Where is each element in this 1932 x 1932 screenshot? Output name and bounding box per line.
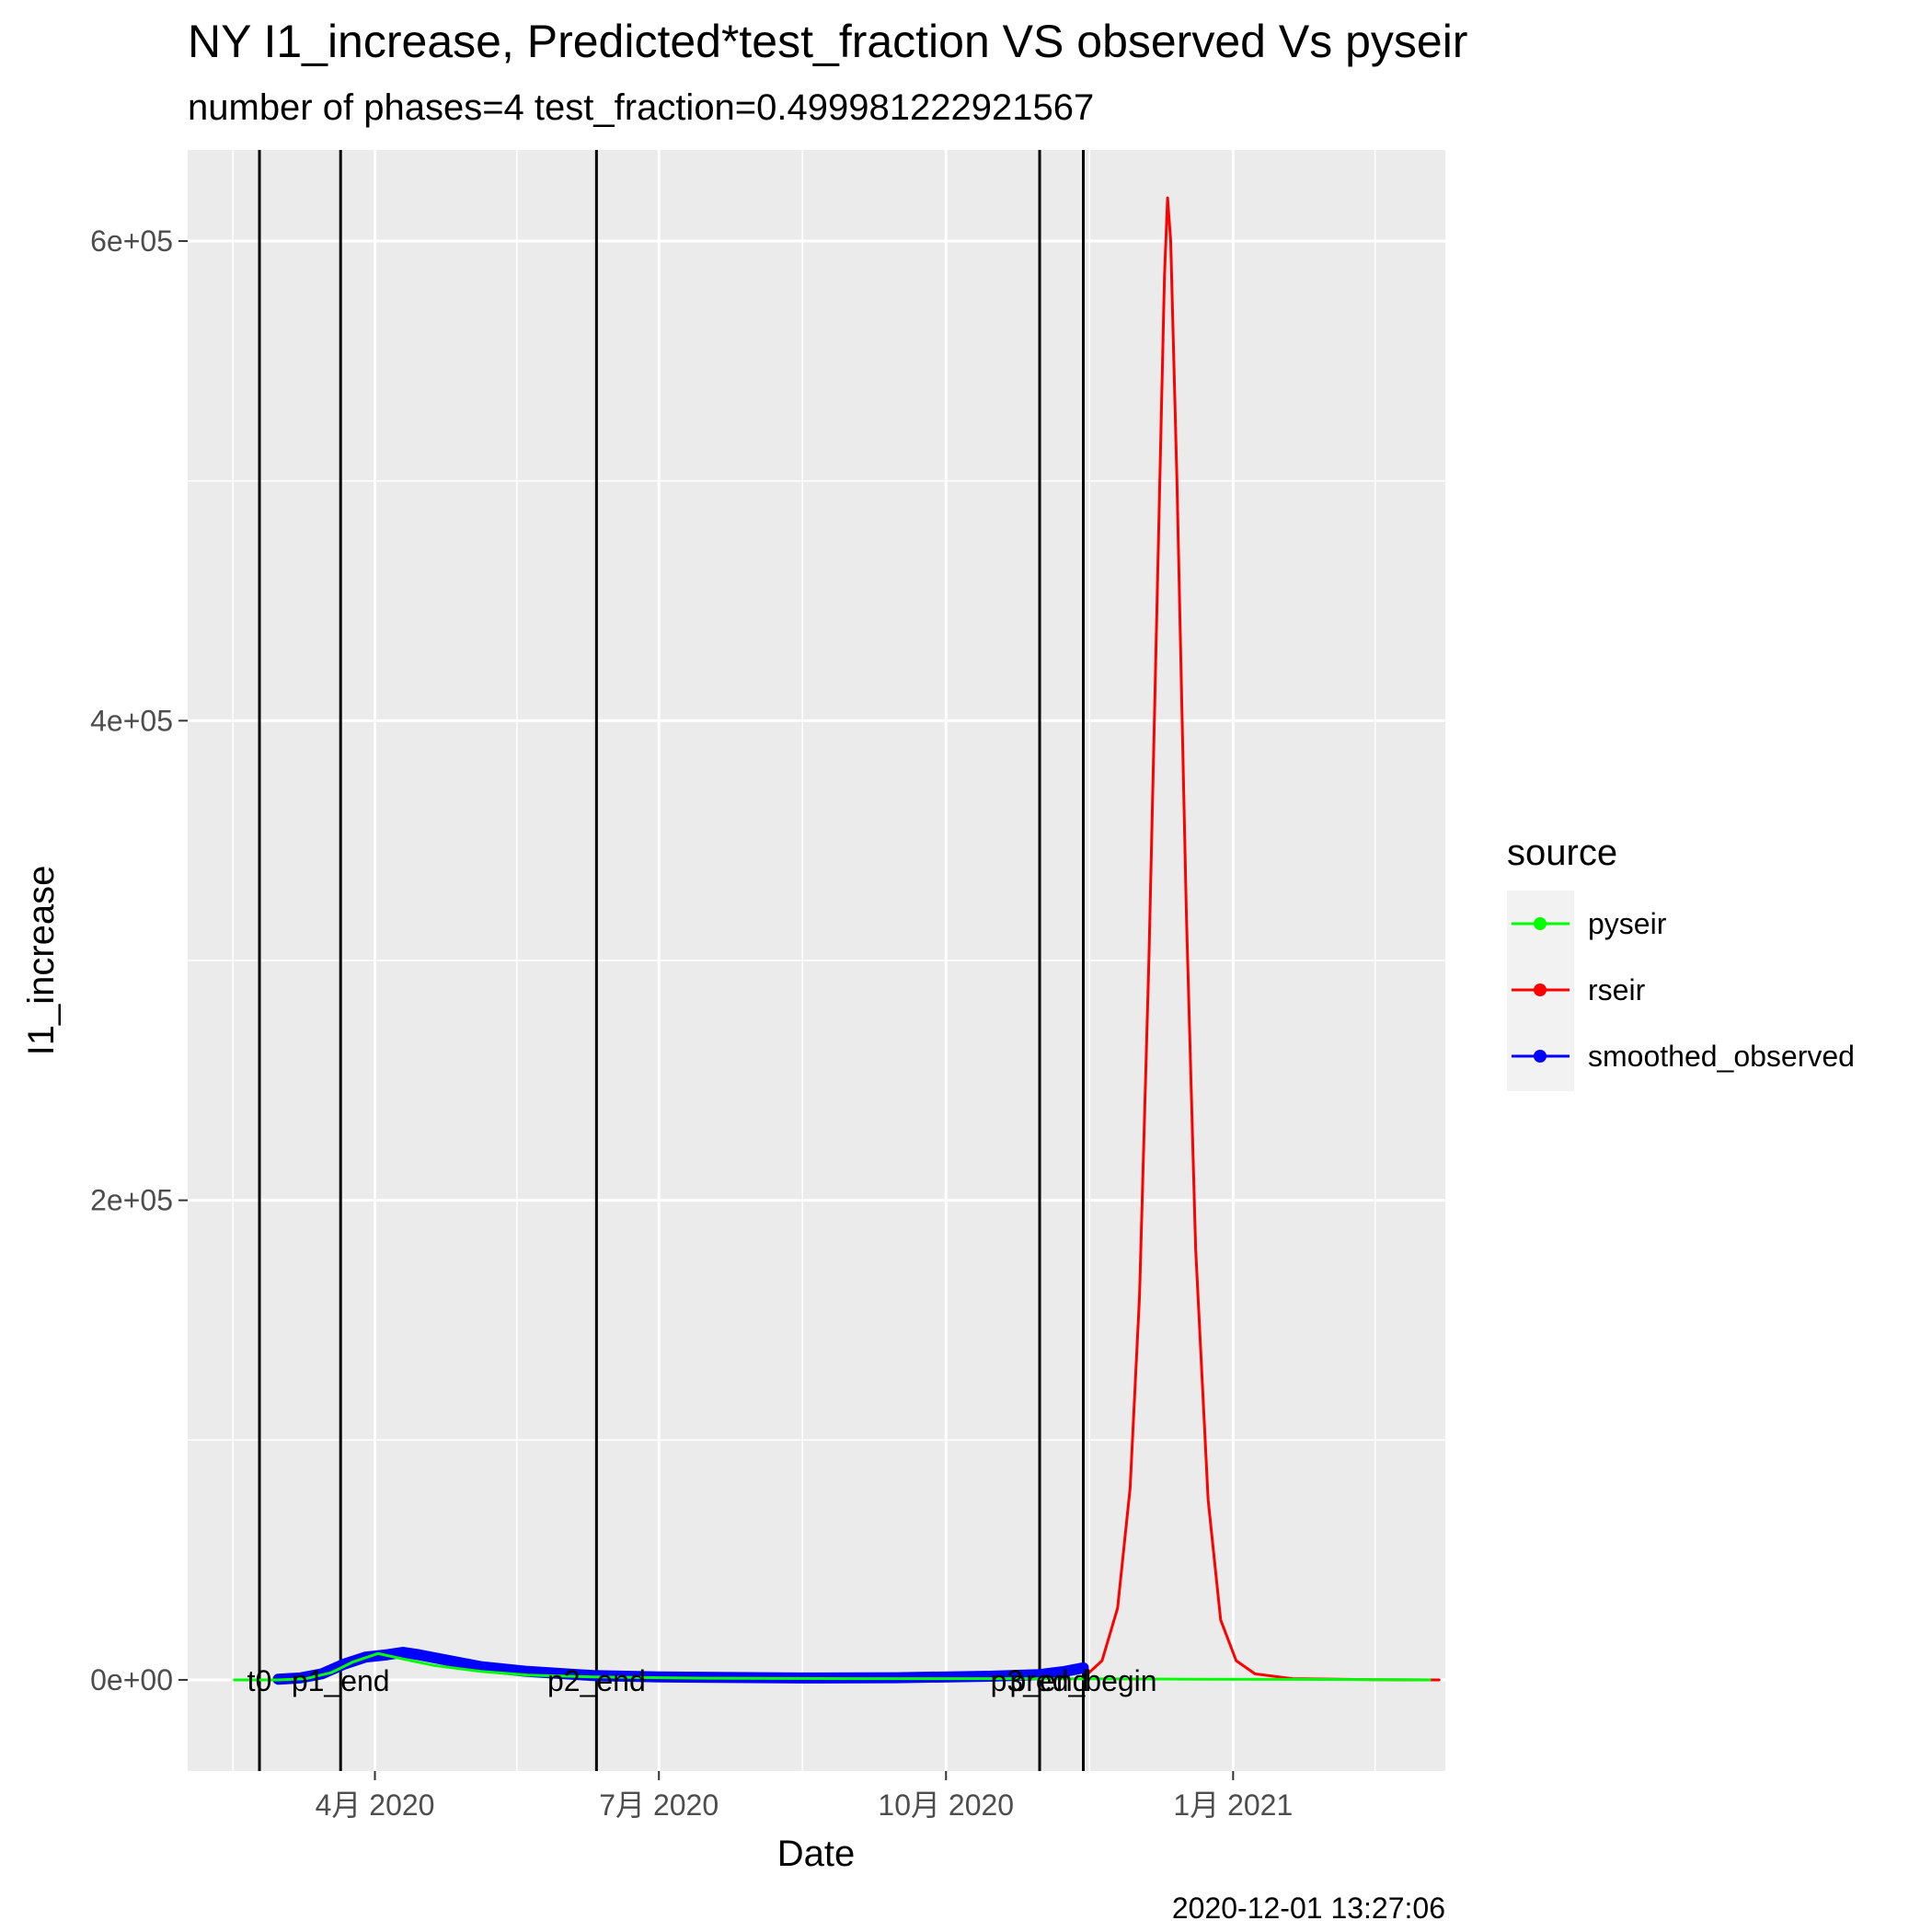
legend-key-point-rseir — [1534, 983, 1547, 996]
series-pyseir — [233, 1651, 1432, 1682]
phase-label-pred-begin: pred_begin — [1009, 1664, 1156, 1697]
y-tick-label: 2e+05 — [90, 1184, 173, 1217]
y-axis-title: I1_increase — [21, 866, 62, 1056]
chart-title: NY I1_increase, Predicted*test_fraction … — [188, 16, 1467, 67]
x-axis-title: Date — [777, 1834, 856, 1874]
phase-label-p2-end: p2_end — [547, 1664, 646, 1697]
x-tick-label: 7月 2020 — [599, 1788, 719, 1822]
timestamp-caption: 2020-12-01 13:27:06 — [1172, 1892, 1445, 1925]
legend-key-point-smoothed-observed — [1534, 1050, 1547, 1063]
x-tick-label: 1月 2021 — [1173, 1788, 1293, 1822]
series-lines — [233, 196, 1441, 1685]
y-tick-label: 0e+00 — [90, 1663, 173, 1696]
x-axis-ticks: 4月 2020 7月 2020 10月 2020 1月 2021 — [316, 1771, 1293, 1822]
series-smoothed-observed — [272, 1647, 1089, 1685]
legend-label-smoothed-observed: smoothed_observed — [1588, 1040, 1855, 1073]
x-tick-label: 10月 2020 — [878, 1788, 1014, 1822]
phase-label-p3-end: p3_end — [991, 1664, 1089, 1697]
phase-lines — [258, 150, 1086, 1771]
y-axis-ticks: 0e+00 2e+05 4e+05 6e+05 — [90, 224, 188, 1696]
phase-label-p1-end: p1_end — [292, 1664, 390, 1697]
series-rseir — [1085, 196, 1441, 1682]
grid-lines — [188, 150, 1445, 1771]
legend-label-pyseir: pyseir — [1588, 907, 1667, 940]
phase-label-t0: t0 — [247, 1664, 272, 1697]
x-tick-label: 4月 2020 — [316, 1788, 435, 1822]
legend: source pyseir rseir smoothed_observed — [1507, 833, 1855, 1091]
legend-title: source — [1507, 833, 1617, 873]
chart-subtitle: number of phases=4 test_fraction=0.49998… — [188, 87, 1094, 128]
y-tick-label: 4e+05 — [90, 704, 173, 737]
y-tick-label: 6e+05 — [90, 224, 173, 258]
legend-label-rseir: rseir — [1588, 973, 1646, 1006]
legend-key-point-pyseir — [1534, 917, 1547, 930]
